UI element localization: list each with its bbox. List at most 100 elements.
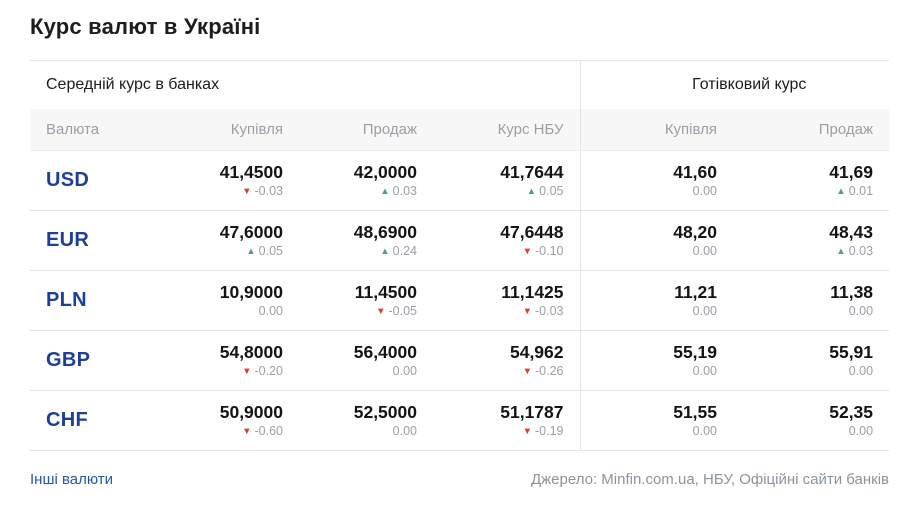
section-header-row: Середній курс в банках Готівковий курс <box>30 60 889 109</box>
rate-value: 51,1787 <box>500 401 564 422</box>
rate-value: 54,962 <box>509 341 564 362</box>
arrow-up-icon: ▲ <box>526 185 537 197</box>
currency-row-pln: PLN 10,9000 0.00 11,4500 ▼ -0.05 11,1425 … <box>30 270 890 331</box>
arrow-down-icon: ▼ <box>522 365 533 377</box>
bank-buy-cell: 47,6000 ▲ 0.05 <box>150 210 299 271</box>
bank-sell-cell: 52,5000 0.00 <box>299 390 433 451</box>
rate-value: 47,6000 <box>219 221 283 242</box>
cash-buy-cell: 55,19 0.00 <box>580 330 734 391</box>
rate-change: ▲ 0.01 <box>836 183 874 198</box>
rate-value: 41,69 <box>829 161 874 182</box>
rate-change: ▼ -0.03 <box>522 303 564 318</box>
rate-change: ▼ -0.05 <box>376 303 417 318</box>
cash-sell-cell: 48,43 ▲ 0.03 <box>733 210 890 271</box>
arrow-up-icon: ▲ <box>836 185 846 197</box>
rate-change: 0.00 <box>392 424 417 438</box>
arrow-down-icon: ▼ <box>522 305 533 317</box>
rate-value: 11,38 <box>830 282 874 302</box>
rate-change: ▲ 0.05 <box>246 243 283 258</box>
bank-sell-cell: 48,6900 ▲ 0.24 <box>299 210 433 271</box>
rate-change: 0.00 <box>692 184 718 198</box>
rate-value: 48,43 <box>829 221 874 242</box>
currency-link-eur[interactable]: EUR <box>46 229 90 251</box>
bank-buy-cell: 41,4500 ▼ -0.03 <box>150 150 299 211</box>
rate-change: 0.00 <box>848 364 874 378</box>
rate-value: 55,19 <box>673 342 718 362</box>
cash-sell-cell: 55,91 0.00 <box>733 330 890 391</box>
arrow-down-icon: ▼ <box>242 185 252 197</box>
rate-value: 47,6448 <box>500 221 564 242</box>
currency-row-usd: USD 41,4500 ▼ -0.03 42,0000 ▲ 0.03 41,7644… <box>30 150 890 211</box>
currency-code-cell: EUR <box>30 210 150 271</box>
nbu-rate-cell: 54,962 ▼ -0.26 <box>433 330 581 391</box>
currency-code-cell: CHF <box>30 390 150 451</box>
currency-row-eur: EUR 47,6000 ▲ 0.05 48,6900 ▲ 0.24 47,6448 … <box>30 210 890 271</box>
rate-value: 11,21 <box>674 282 718 302</box>
currency-code-cell: GBP <box>30 330 150 391</box>
rate-change: 0.00 <box>692 244 718 258</box>
rate-change: ▲ 0.03 <box>836 243 874 258</box>
source-text: Джерело: Minfin.com.ua, НБУ, Офіційні са… <box>530 471 889 488</box>
rate-value: 41,7644 <box>500 161 564 182</box>
arrow-up-icon: ▲ <box>246 245 256 257</box>
currency-link-chf[interactable]: CHF <box>46 409 89 431</box>
bank-sell-cell: 11,4500 ▼ -0.05 <box>299 270 433 331</box>
rate-change: ▼ -0.60 <box>242 423 283 438</box>
rate-value: 56,4000 <box>353 342 417 362</box>
cash-sell-cell: 41,69 ▲ 0.01 <box>733 150 890 211</box>
rate-change: 0.00 <box>392 364 417 378</box>
table-footer: Інші валюти Джерело: Minfin.com.ua, НБУ,… <box>30 471 889 488</box>
bank-buy-cell: 10,9000 0.00 <box>150 270 299 331</box>
nbu-rate-cell: 51,1787 ▼ -0.19 <box>433 390 581 451</box>
rate-change: ▼ -0.03 <box>242 183 283 198</box>
rate-change: ▲ 0.05 <box>526 183 564 198</box>
rate-value: 54,8000 <box>219 341 283 362</box>
rate-value: 48,20 <box>673 222 718 242</box>
col-header-currency: Валюта <box>30 108 150 151</box>
currency-link-usd[interactable]: USD <box>46 169 90 191</box>
arrow-down-icon: ▼ <box>522 245 533 257</box>
rate-change: ▼ -0.19 <box>522 423 564 438</box>
section-cash-header: Готівковий курс <box>692 75 807 93</box>
rate-value: 52,35 <box>829 402 874 422</box>
currency-row-gbp: GBP 54,8000 ▼ -0.20 56,4000 0.00 54,962 ▼… <box>30 330 890 391</box>
rate-value: 51,55 <box>673 402 718 422</box>
rate-value: 11,4500 <box>354 281 417 302</box>
currency-link-gbp[interactable]: GBP <box>46 349 91 371</box>
currency-code-cell: PLN <box>30 270 150 331</box>
col-header-cash-buy: Купівля <box>580 108 734 151</box>
rate-value: 10,9000 <box>219 282 283 302</box>
other-currencies-link[interactable]: Інші валюти <box>30 471 114 488</box>
col-header-cash-sell: Продаж <box>733 108 890 151</box>
rate-value: 41,4500 <box>219 161 283 182</box>
rate-change: 0.00 <box>692 364 718 378</box>
rates-table: Середній курс в банках Готівковий курс В… <box>30 60 890 451</box>
nbu-rate-cell: 47,6448 ▼ -0.10 <box>433 210 581 271</box>
cash-buy-cell: 48,20 0.00 <box>580 210 734 271</box>
arrow-up-icon: ▲ <box>836 245 846 257</box>
rate-value: 52,5000 <box>353 402 417 422</box>
cash-buy-cell: 41,60 0.00 <box>580 150 734 211</box>
column-header-row: Валюта Купівля Продаж Курс НБУ Купівля П… <box>30 108 890 151</box>
rate-value: 55,91 <box>829 342 874 362</box>
cash-sell-cell: 11,38 0.00 <box>733 270 890 331</box>
rate-value: 42,0000 <box>353 161 417 182</box>
arrow-up-icon: ▲ <box>380 245 390 257</box>
rate-change: ▼ -0.26 <box>522 363 564 378</box>
section-banks-header: Середній курс в банках <box>30 60 581 109</box>
arrow-down-icon: ▼ <box>376 305 386 317</box>
col-header-nbu: Курс НБУ <box>433 108 581 151</box>
nbu-rate-cell: 41,7644 ▲ 0.05 <box>433 150 581 211</box>
currency-link-pln[interactable]: PLN <box>46 289 87 311</box>
rate-value: 41,60 <box>673 162 718 182</box>
currency-code-cell: USD <box>30 150 150 211</box>
arrow-up-icon: ▲ <box>380 185 390 197</box>
rate-value: 48,6900 <box>353 221 417 242</box>
rate-value: 50,9000 <box>219 401 283 422</box>
cash-buy-cell: 11,21 0.00 <box>580 270 734 331</box>
rate-change: ▲ 0.24 <box>380 243 417 258</box>
arrow-down-icon: ▼ <box>242 365 252 377</box>
cash-sell-cell: 52,35 0.00 <box>733 390 890 451</box>
page-title: Курс валют в Україні <box>30 14 261 39</box>
bank-sell-cell: 56,4000 0.00 <box>299 330 433 391</box>
